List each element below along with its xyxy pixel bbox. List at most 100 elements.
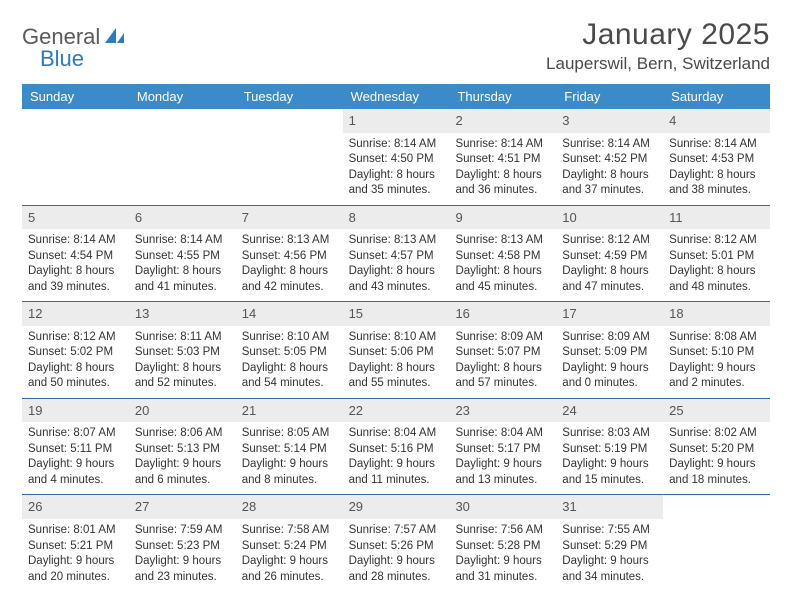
day-line-d2: and 48 minutes. (669, 280, 764, 296)
day-line-sunrise: Sunrise: 8:08 AM (669, 330, 764, 346)
day-body: Sunrise: 8:14 AMSunset: 4:55 PMDaylight:… (129, 229, 236, 301)
day-number: 3 (556, 109, 663, 133)
day-line-d2: and 31 minutes. (455, 570, 550, 586)
day-line-sunset: Sunset: 4:51 PM (455, 152, 550, 168)
day-line-d1: Daylight: 9 hours (28, 457, 123, 473)
day-line-sunset: Sunset: 5:23 PM (135, 539, 230, 555)
day-body: Sunrise: 8:04 AMSunset: 5:17 PMDaylight:… (449, 422, 556, 494)
dow-cell: Thursday (449, 84, 556, 109)
day-line-d2: and 15 minutes. (562, 473, 657, 489)
day-body: Sunrise: 8:01 AMSunset: 5:21 PMDaylight:… (22, 519, 129, 591)
day-line-d1: Daylight: 8 hours (349, 264, 444, 280)
day-line-sunrise: Sunrise: 8:12 AM (669, 233, 764, 249)
day-cell: 29Sunrise: 7:57 AMSunset: 5:26 PMDayligh… (343, 495, 450, 591)
day-line-sunrise: Sunrise: 8:04 AM (455, 426, 550, 442)
day-number: 20 (129, 399, 236, 423)
day-line-sunrise: Sunrise: 8:14 AM (28, 233, 123, 249)
day-cell: 3Sunrise: 8:14 AMSunset: 4:52 PMDaylight… (556, 109, 663, 205)
day-line-sunset: Sunset: 5:20 PM (669, 442, 764, 458)
day-body: Sunrise: 8:14 AMSunset: 4:54 PMDaylight:… (22, 229, 129, 301)
day-cell (236, 109, 343, 205)
day-line-sunrise: Sunrise: 8:14 AM (669, 137, 764, 153)
day-cell: 9Sunrise: 8:13 AMSunset: 4:58 PMDaylight… (449, 206, 556, 302)
day-line-d1: Daylight: 8 hours (455, 361, 550, 377)
day-number: 28 (236, 495, 343, 519)
day-line-sunset: Sunset: 5:14 PM (242, 442, 337, 458)
day-line-sunset: Sunset: 4:54 PM (28, 249, 123, 265)
day-body: Sunrise: 8:14 AMSunset: 4:50 PMDaylight:… (343, 133, 450, 205)
day-line-d2: and 41 minutes. (135, 280, 230, 296)
day-number: 16 (449, 302, 556, 326)
day-line-d2: and 20 minutes. (28, 570, 123, 586)
day-line-d2: and 50 minutes. (28, 376, 123, 392)
day-body: Sunrise: 8:09 AMSunset: 5:07 PMDaylight:… (449, 326, 556, 398)
day-line-d1: Daylight: 9 hours (28, 554, 123, 570)
week-row: 19Sunrise: 8:07 AMSunset: 5:11 PMDayligh… (22, 399, 770, 496)
day-body: Sunrise: 8:04 AMSunset: 5:16 PMDaylight:… (343, 422, 450, 494)
day-cell: 8Sunrise: 8:13 AMSunset: 4:57 PMDaylight… (343, 206, 450, 302)
day-body: Sunrise: 8:03 AMSunset: 5:19 PMDaylight:… (556, 422, 663, 494)
day-line-d1: Daylight: 8 hours (135, 264, 230, 280)
day-line-d2: and 57 minutes. (455, 376, 550, 392)
day-cell (129, 109, 236, 205)
day-line-sunrise: Sunrise: 7:56 AM (455, 523, 550, 539)
dow-cell: Wednesday (343, 84, 450, 109)
day-line-sunrise: Sunrise: 8:12 AM (562, 233, 657, 249)
day-cell: 1Sunrise: 8:14 AMSunset: 4:50 PMDaylight… (343, 109, 450, 205)
day-body: Sunrise: 8:13 AMSunset: 4:57 PMDaylight:… (343, 229, 450, 301)
day-line-d2: and 54 minutes. (242, 376, 337, 392)
day-line-d2: and 37 minutes. (562, 183, 657, 199)
day-cell: 14Sunrise: 8:10 AMSunset: 5:05 PMDayligh… (236, 302, 343, 398)
dow-cell: Tuesday (236, 84, 343, 109)
day-line-d2: and 0 minutes. (562, 376, 657, 392)
day-line-d2: and 2 minutes. (669, 376, 764, 392)
day-line-sunrise: Sunrise: 8:13 AM (242, 233, 337, 249)
day-line-sunset: Sunset: 4:55 PM (135, 249, 230, 265)
day-number: 26 (22, 495, 129, 519)
day-body: Sunrise: 8:13 AMSunset: 4:58 PMDaylight:… (449, 229, 556, 301)
day-cell: 7Sunrise: 8:13 AMSunset: 4:56 PMDaylight… (236, 206, 343, 302)
dow-cell: Saturday (663, 84, 770, 109)
day-line-sunrise: Sunrise: 7:55 AM (562, 523, 657, 539)
day-line-d2: and 18 minutes. (669, 473, 764, 489)
day-line-sunset: Sunset: 4:57 PM (349, 249, 444, 265)
dow-cell: Monday (129, 84, 236, 109)
day-line-d1: Daylight: 8 hours (242, 264, 337, 280)
day-line-sunset: Sunset: 5:03 PM (135, 345, 230, 361)
day-line-d2: and 43 minutes. (349, 280, 444, 296)
day-line-sunrise: Sunrise: 8:10 AM (349, 330, 444, 346)
day-line-sunrise: Sunrise: 8:14 AM (349, 137, 444, 153)
day-body: Sunrise: 7:59 AMSunset: 5:23 PMDaylight:… (129, 519, 236, 591)
day-line-d2: and 11 minutes. (349, 473, 444, 489)
day-line-d1: Daylight: 9 hours (242, 554, 337, 570)
day-number: 13 (129, 302, 236, 326)
day-number: 5 (22, 206, 129, 230)
day-number: 17 (556, 302, 663, 326)
day-line-sunrise: Sunrise: 8:13 AM (349, 233, 444, 249)
day-number: 22 (343, 399, 450, 423)
day-line-d1: Daylight: 9 hours (455, 457, 550, 473)
day-line-d2: and 47 minutes. (562, 280, 657, 296)
day-body: Sunrise: 8:08 AMSunset: 5:10 PMDaylight:… (663, 326, 770, 398)
day-cell (663, 495, 770, 591)
day-number: 25 (663, 399, 770, 423)
day-number: 21 (236, 399, 343, 423)
day-line-d2: and 34 minutes. (562, 570, 657, 586)
day-cell: 2Sunrise: 8:14 AMSunset: 4:51 PMDaylight… (449, 109, 556, 205)
day-line-d2: and 55 minutes. (349, 376, 444, 392)
day-line-d2: and 38 minutes. (669, 183, 764, 199)
day-line-sunrise: Sunrise: 8:14 AM (455, 137, 550, 153)
day-cell: 12Sunrise: 8:12 AMSunset: 5:02 PMDayligh… (22, 302, 129, 398)
week-row: 26Sunrise: 8:01 AMSunset: 5:21 PMDayligh… (22, 495, 770, 591)
day-line-sunset: Sunset: 5:05 PM (242, 345, 337, 361)
month-title: January 2025 (546, 18, 770, 52)
day-number: 23 (449, 399, 556, 423)
day-line-d1: Daylight: 8 hours (135, 361, 230, 377)
day-line-d1: Daylight: 9 hours (349, 457, 444, 473)
day-line-d1: Daylight: 8 hours (28, 264, 123, 280)
day-body: Sunrise: 8:12 AMSunset: 4:59 PMDaylight:… (556, 229, 663, 301)
day-cell: 17Sunrise: 8:09 AMSunset: 5:09 PMDayligh… (556, 302, 663, 398)
day-line-sunrise: Sunrise: 7:59 AM (135, 523, 230, 539)
day-number: 4 (663, 109, 770, 133)
day-body: Sunrise: 8:12 AMSunset: 5:02 PMDaylight:… (22, 326, 129, 398)
